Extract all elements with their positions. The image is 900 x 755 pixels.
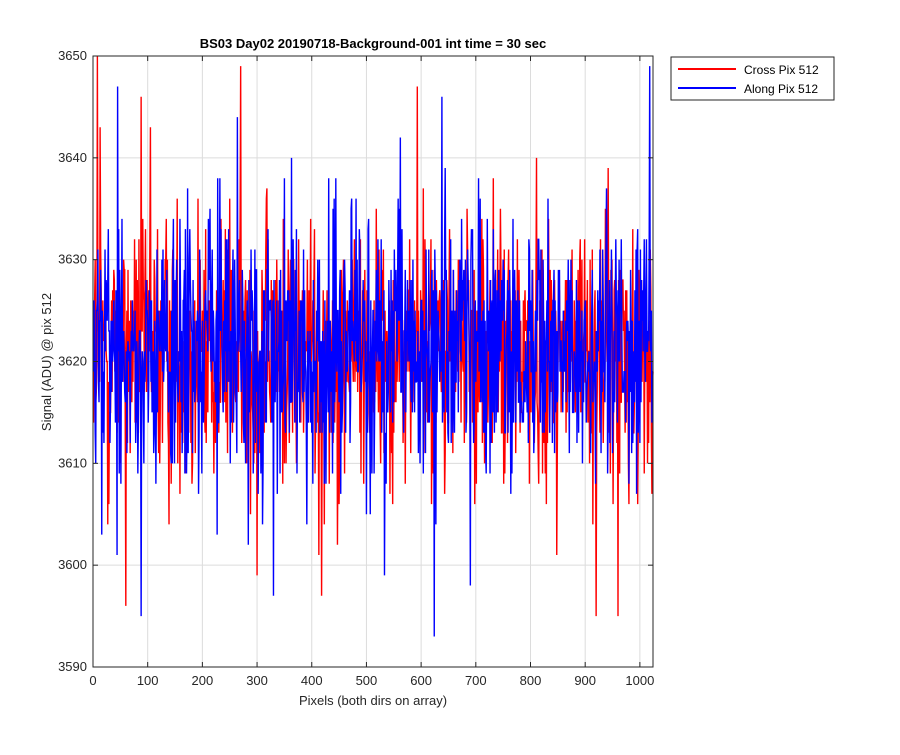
legend-label-cross: Cross Pix 512 <box>744 63 819 77</box>
chart-title: BS03 Day02 20190718-Background-001 int t… <box>200 36 547 51</box>
x-tick-label: 400 <box>301 673 323 688</box>
y-tick-label: 3610 <box>58 455 87 470</box>
x-tick-label: 0 <box>89 673 96 688</box>
legend: Cross Pix 512 Along Pix 512 <box>670 56 835 101</box>
x-tick-label: 600 <box>410 673 432 688</box>
axis-ticks: 0 100 200 300 400 500 600 700 800 900 1000 3590 3600… <box>58 48 654 688</box>
y-tick-label: 3650 <box>58 48 87 63</box>
x-tick-label: 200 <box>192 673 214 688</box>
y-tick-label: 3630 <box>58 252 87 267</box>
x-axis-label: Pixels (both dirs on array) <box>299 693 447 708</box>
x-tick-label: 800 <box>520 673 542 688</box>
series-line-along-pix-512 <box>92 66 654 637</box>
x-tick-label: 500 <box>356 673 378 688</box>
y-tick-label: 3590 <box>58 659 87 674</box>
x-tick-label: 100 <box>137 673 159 688</box>
y-tick-label: 3620 <box>58 354 87 369</box>
legend-label-along: Along Pix 512 <box>744 82 818 96</box>
x-tick-label: 1000 <box>625 673 654 688</box>
y-axis-label: Signal (ADU) @ pix 512 <box>39 293 54 431</box>
plot-lines <box>92 55 654 637</box>
x-tick-label: 300 <box>246 673 268 688</box>
legend-box <box>670 56 835 101</box>
y-tick-label: 3640 <box>58 150 87 165</box>
y-tick-label: 3600 <box>58 557 87 572</box>
x-tick-label: 900 <box>574 673 596 688</box>
x-tick-label: 700 <box>465 673 487 688</box>
